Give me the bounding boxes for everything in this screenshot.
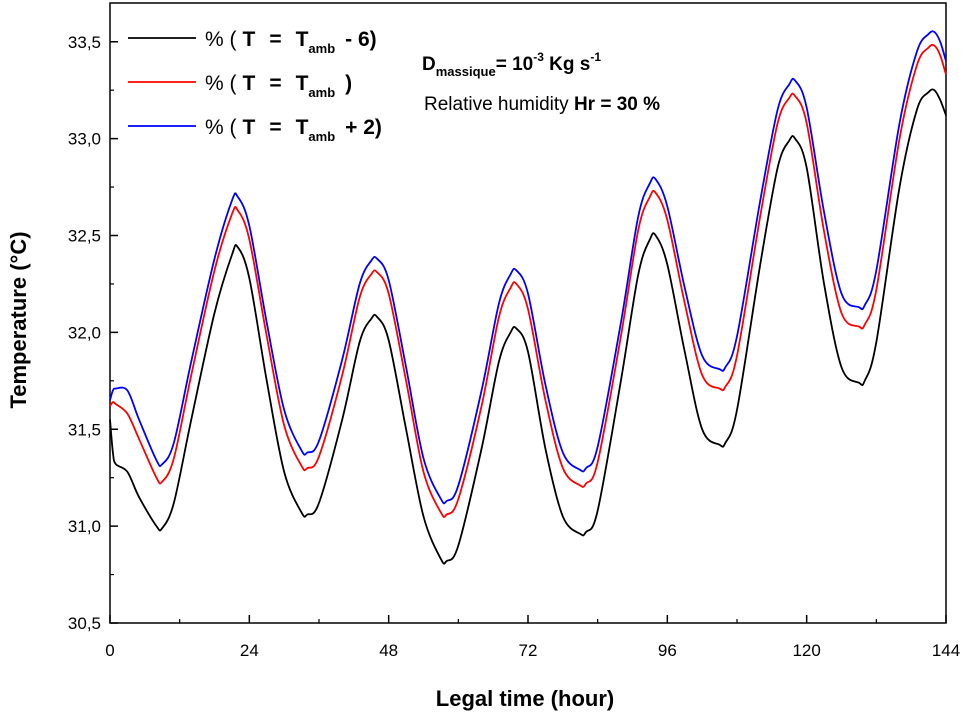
x-tick-label: 96 xyxy=(658,641,677,660)
flow-sub: massique xyxy=(436,64,496,79)
x-axis: 0 24 48 72 96 120 144 xyxy=(105,615,960,660)
x-tick-label: 72 xyxy=(519,641,538,660)
x-tick-label: 0 xyxy=(105,641,114,660)
humidity-text: Relative humidity xyxy=(424,94,574,115)
x-tick-label: 24 xyxy=(240,641,259,660)
y-tick-label: 32,5 xyxy=(68,227,101,246)
annotations: Dmassique= 10-3 Kg s-1 Relative humidity… xyxy=(422,50,660,115)
series-line-2 xyxy=(109,43,947,518)
flow-eq: = 10 xyxy=(496,54,534,75)
flow-base: D xyxy=(422,54,436,75)
series-line-3 xyxy=(109,30,947,505)
legend: % (T = Tamb - 6) % (T = Tamb) % (T = Tamb + 2) xyxy=(128,28,382,144)
y-tick-label: 31,0 xyxy=(68,517,101,536)
humidity-value: Hr = 30 % xyxy=(574,94,660,115)
y-tick-label: 33,5 xyxy=(68,33,101,52)
x-tick-label: 48 xyxy=(379,641,398,660)
y-axis-title: Temperature (°C) xyxy=(6,231,31,408)
y-tick-label: 32,0 xyxy=(68,323,101,342)
y-tick-label: 30,5 xyxy=(68,614,101,633)
y-tick-label: 33,0 xyxy=(68,130,101,149)
legend-entry-2: % (T = Tamb) xyxy=(205,72,352,100)
y-axis: 30,5 31,0 31,5 32,0 32,5 33,0 33,5 xyxy=(68,33,118,633)
legend-entry-1: % (T = Tamb - 6) xyxy=(205,28,377,56)
flow-unit: Kg s xyxy=(544,54,590,75)
x-axis-title: Legal time (hour) xyxy=(436,686,614,711)
flow-unit-exp: -1 xyxy=(590,50,601,64)
flow-exp: -3 xyxy=(533,50,544,64)
humidity-annotation: Relative humidity Hr = 30 % xyxy=(424,94,660,115)
series-group xyxy=(109,30,947,565)
flow-annotation: Dmassique= 10-3 Kg s-1 xyxy=(422,50,601,79)
x-tick-label: 120 xyxy=(792,641,820,660)
y-tick-label: 31,5 xyxy=(68,420,101,439)
series-line-1 xyxy=(109,88,947,565)
legend-entry-3: % (T = Tamb + 2) xyxy=(205,116,382,144)
x-tick-label: 144 xyxy=(932,641,960,660)
